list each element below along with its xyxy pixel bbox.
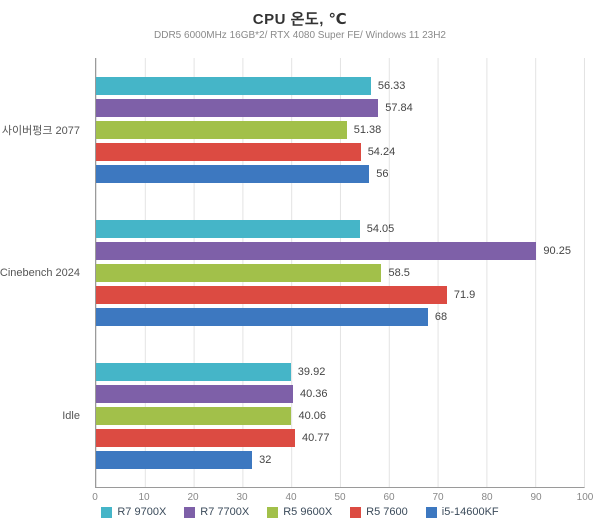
bar-group: 54.05 90.25 58.5 71.9 68	[96, 201, 584, 344]
bar-value-label: 71.9	[453, 288, 476, 301]
x-tick-label: 40	[285, 492, 297, 503]
bar-row: 56.33	[96, 76, 584, 95]
legend-item: R5 9600X	[267, 506, 332, 518]
bar	[96, 142, 361, 161]
chart-title: CPU 온도, ℃	[252, 11, 348, 28]
bar	[96, 76, 371, 95]
bar-value-label: 39.92	[297, 365, 326, 378]
x-tick-label: 30	[236, 492, 248, 503]
bar	[96, 98, 379, 117]
bar	[96, 263, 382, 282]
legend-item: i5-14600KF	[425, 506, 499, 518]
legend-label: i5-14600KF	[441, 506, 499, 518]
bar-value-label: 51.38	[353, 123, 382, 136]
bar-value-label: 40.36	[299, 387, 328, 400]
bar-group: 56.33 57.84 51.38 54.24 56	[96, 58, 584, 201]
legend-label: R7 7700X	[200, 506, 250, 518]
bar	[96, 384, 293, 403]
bar-row: 40.36	[96, 384, 584, 403]
legend-item: R7 7700X	[184, 506, 249, 518]
bar-value-label: 90.25	[543, 244, 571, 257]
x-tick-label: 100	[576, 492, 594, 503]
bar-value-label: 40.06	[298, 409, 327, 422]
bar-row: 58.5	[96, 263, 584, 282]
bar-value-label: 54.24	[367, 145, 396, 158]
legend: R7 9700X R7 7700X R5 9600X R5 7600 i5-14600K…	[0, 506, 600, 518]
bar-row: 40.77	[96, 428, 584, 447]
bar	[96, 406, 292, 425]
bar-row: 39.92	[96, 362, 584, 381]
bar-value-label: 57.84	[385, 101, 413, 114]
bar	[96, 241, 537, 260]
category-label: 사이버펑크 2077	[1, 124, 80, 137]
x-tick-label: 20	[187, 492, 199, 503]
bar-value-label: 56	[376, 167, 389, 180]
category-label: Idle	[62, 410, 80, 423]
bar-row: 54.05	[96, 219, 584, 238]
bar	[96, 120, 347, 139]
y-axis-labels: 사이버펑크 2077 Cinebench 2024 Idle	[0, 58, 90, 488]
x-axis-labels: 0 10 20 30 40 50 60 70 80 90 100	[92, 492, 593, 506]
bar-row: 40.06	[96, 406, 584, 425]
bar-value-label: 54.05	[366, 222, 395, 235]
legend-label: R5 7600	[366, 506, 408, 518]
bar-row: 32	[96, 450, 584, 469]
legend-swatch	[425, 506, 437, 518]
category-label: Cinebench 2024	[0, 266, 80, 279]
legend-swatch	[101, 506, 113, 518]
bar-row: 68	[96, 307, 584, 326]
legend-label: R7 9700X	[117, 506, 167, 518]
x-tick-label: 50	[334, 492, 346, 503]
bar	[96, 362, 291, 381]
x-tick-label: 60	[383, 492, 395, 503]
legend-label: R5 9600X	[283, 506, 333, 518]
bar-value-label: 40.77	[301, 431, 330, 444]
x-tick-label: 80	[481, 492, 493, 503]
x-tick-label: 70	[432, 492, 444, 503]
bar-row: 57.84	[96, 98, 584, 117]
legend-swatch	[350, 506, 362, 518]
bar	[96, 219, 360, 238]
bar-row: 71.9	[96, 285, 584, 304]
bar	[96, 450, 253, 469]
legend-item: R7 9700X	[101, 506, 166, 518]
x-tick-label: 10	[138, 492, 150, 503]
bar	[96, 428, 295, 447]
plot-area: 56.33 57.84 51.38 54.24 56 54.05 90.25 58.5 71.9…	[95, 58, 585, 488]
bar-value-label: 56.33	[377, 79, 406, 92]
bar-row: 56	[96, 164, 584, 183]
x-tick-label: 0	[92, 492, 98, 503]
bar-value-label: 58.5	[388, 266, 410, 279]
bar-row: 54.24	[96, 142, 584, 161]
bar	[96, 164, 370, 183]
bar-row: 51.38	[96, 120, 584, 139]
bar-value-label: 32	[259, 453, 272, 466]
bar-row: 90.25	[96, 241, 584, 260]
chart-subtitle: DDR5 6000MHz 16GB*2/ RTX 4080 Super FE/ …	[154, 30, 446, 41]
legend-item: R5 7600	[350, 506, 408, 518]
bar-group: 39.92 40.36 40.06 40.77 32	[96, 344, 584, 487]
legend-swatch	[267, 506, 279, 518]
bar	[96, 307, 428, 326]
bar	[96, 285, 447, 304]
x-tick-label: 90	[530, 492, 542, 503]
bar-value-label: 68	[434, 310, 448, 323]
legend-swatch	[184, 506, 196, 518]
